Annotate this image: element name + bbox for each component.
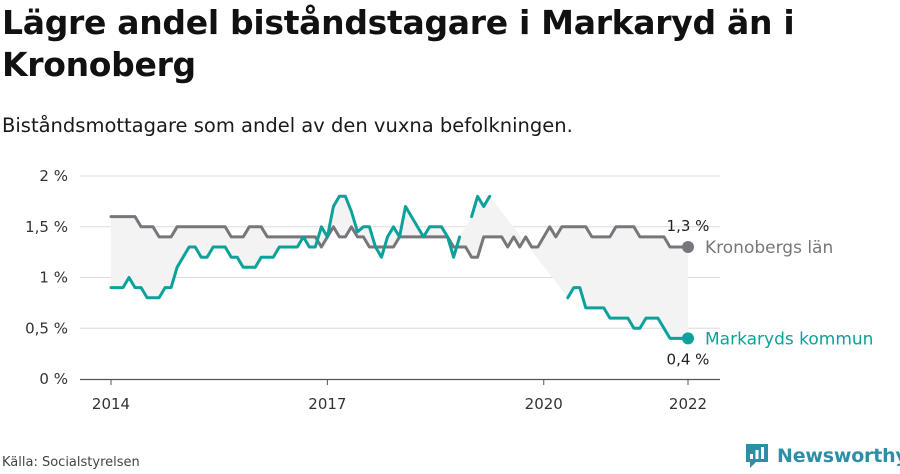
newsworthy-brand[interactable]: Newsworthy [744,442,900,470]
x-tick-label: 2017 [308,395,346,413]
series-end-value: 0,4 % [667,350,710,368]
difference-band [111,196,688,339]
series-end-marker [682,332,694,345]
series-line [109,194,462,300]
x-tick-label: 2014 [92,395,130,413]
newsworthy-logo-icon [746,444,768,468]
chart-subtitle: Biståndsmottagare som andel av den vuxna… [2,114,573,137]
series-lines [109,194,694,345]
y-tick-label: 1 % [39,269,68,287]
series-line [470,194,492,219]
brand-name: Newsworthy [777,445,900,467]
y-axis: 0 % 0,5 % 1 % 1,5 % 2 % [25,167,68,388]
source-note: Källa: Socialstyrelsen [2,455,140,470]
x-tick-label: 2022 [669,395,707,413]
y-tick-label: 0 % [39,370,68,388]
chart-title: Lägre andel biståndstagare i Markaryd än… [2,3,795,84]
x-axis: 2014 2017 2020 2022 [80,378,720,413]
x-tick-label: 2020 [525,395,563,413]
band-area [111,196,688,339]
series-line [566,286,690,340]
series-end-marker [682,241,694,254]
series-name-label: Markaryds kommun [705,329,873,349]
y-tick-label: 2 % [39,167,68,185]
series-name-label: Kronobergs län [705,238,833,258]
y-tick-label: 0,5 % [25,319,68,337]
y-tick-label: 1,5 % [25,218,68,236]
line-chart: 0 % 0,5 % 1 % 1,5 % 2 % 2014 2017 2020 2022 Kro… [25,167,874,413]
series-end-value: 1,3 % [667,217,710,235]
